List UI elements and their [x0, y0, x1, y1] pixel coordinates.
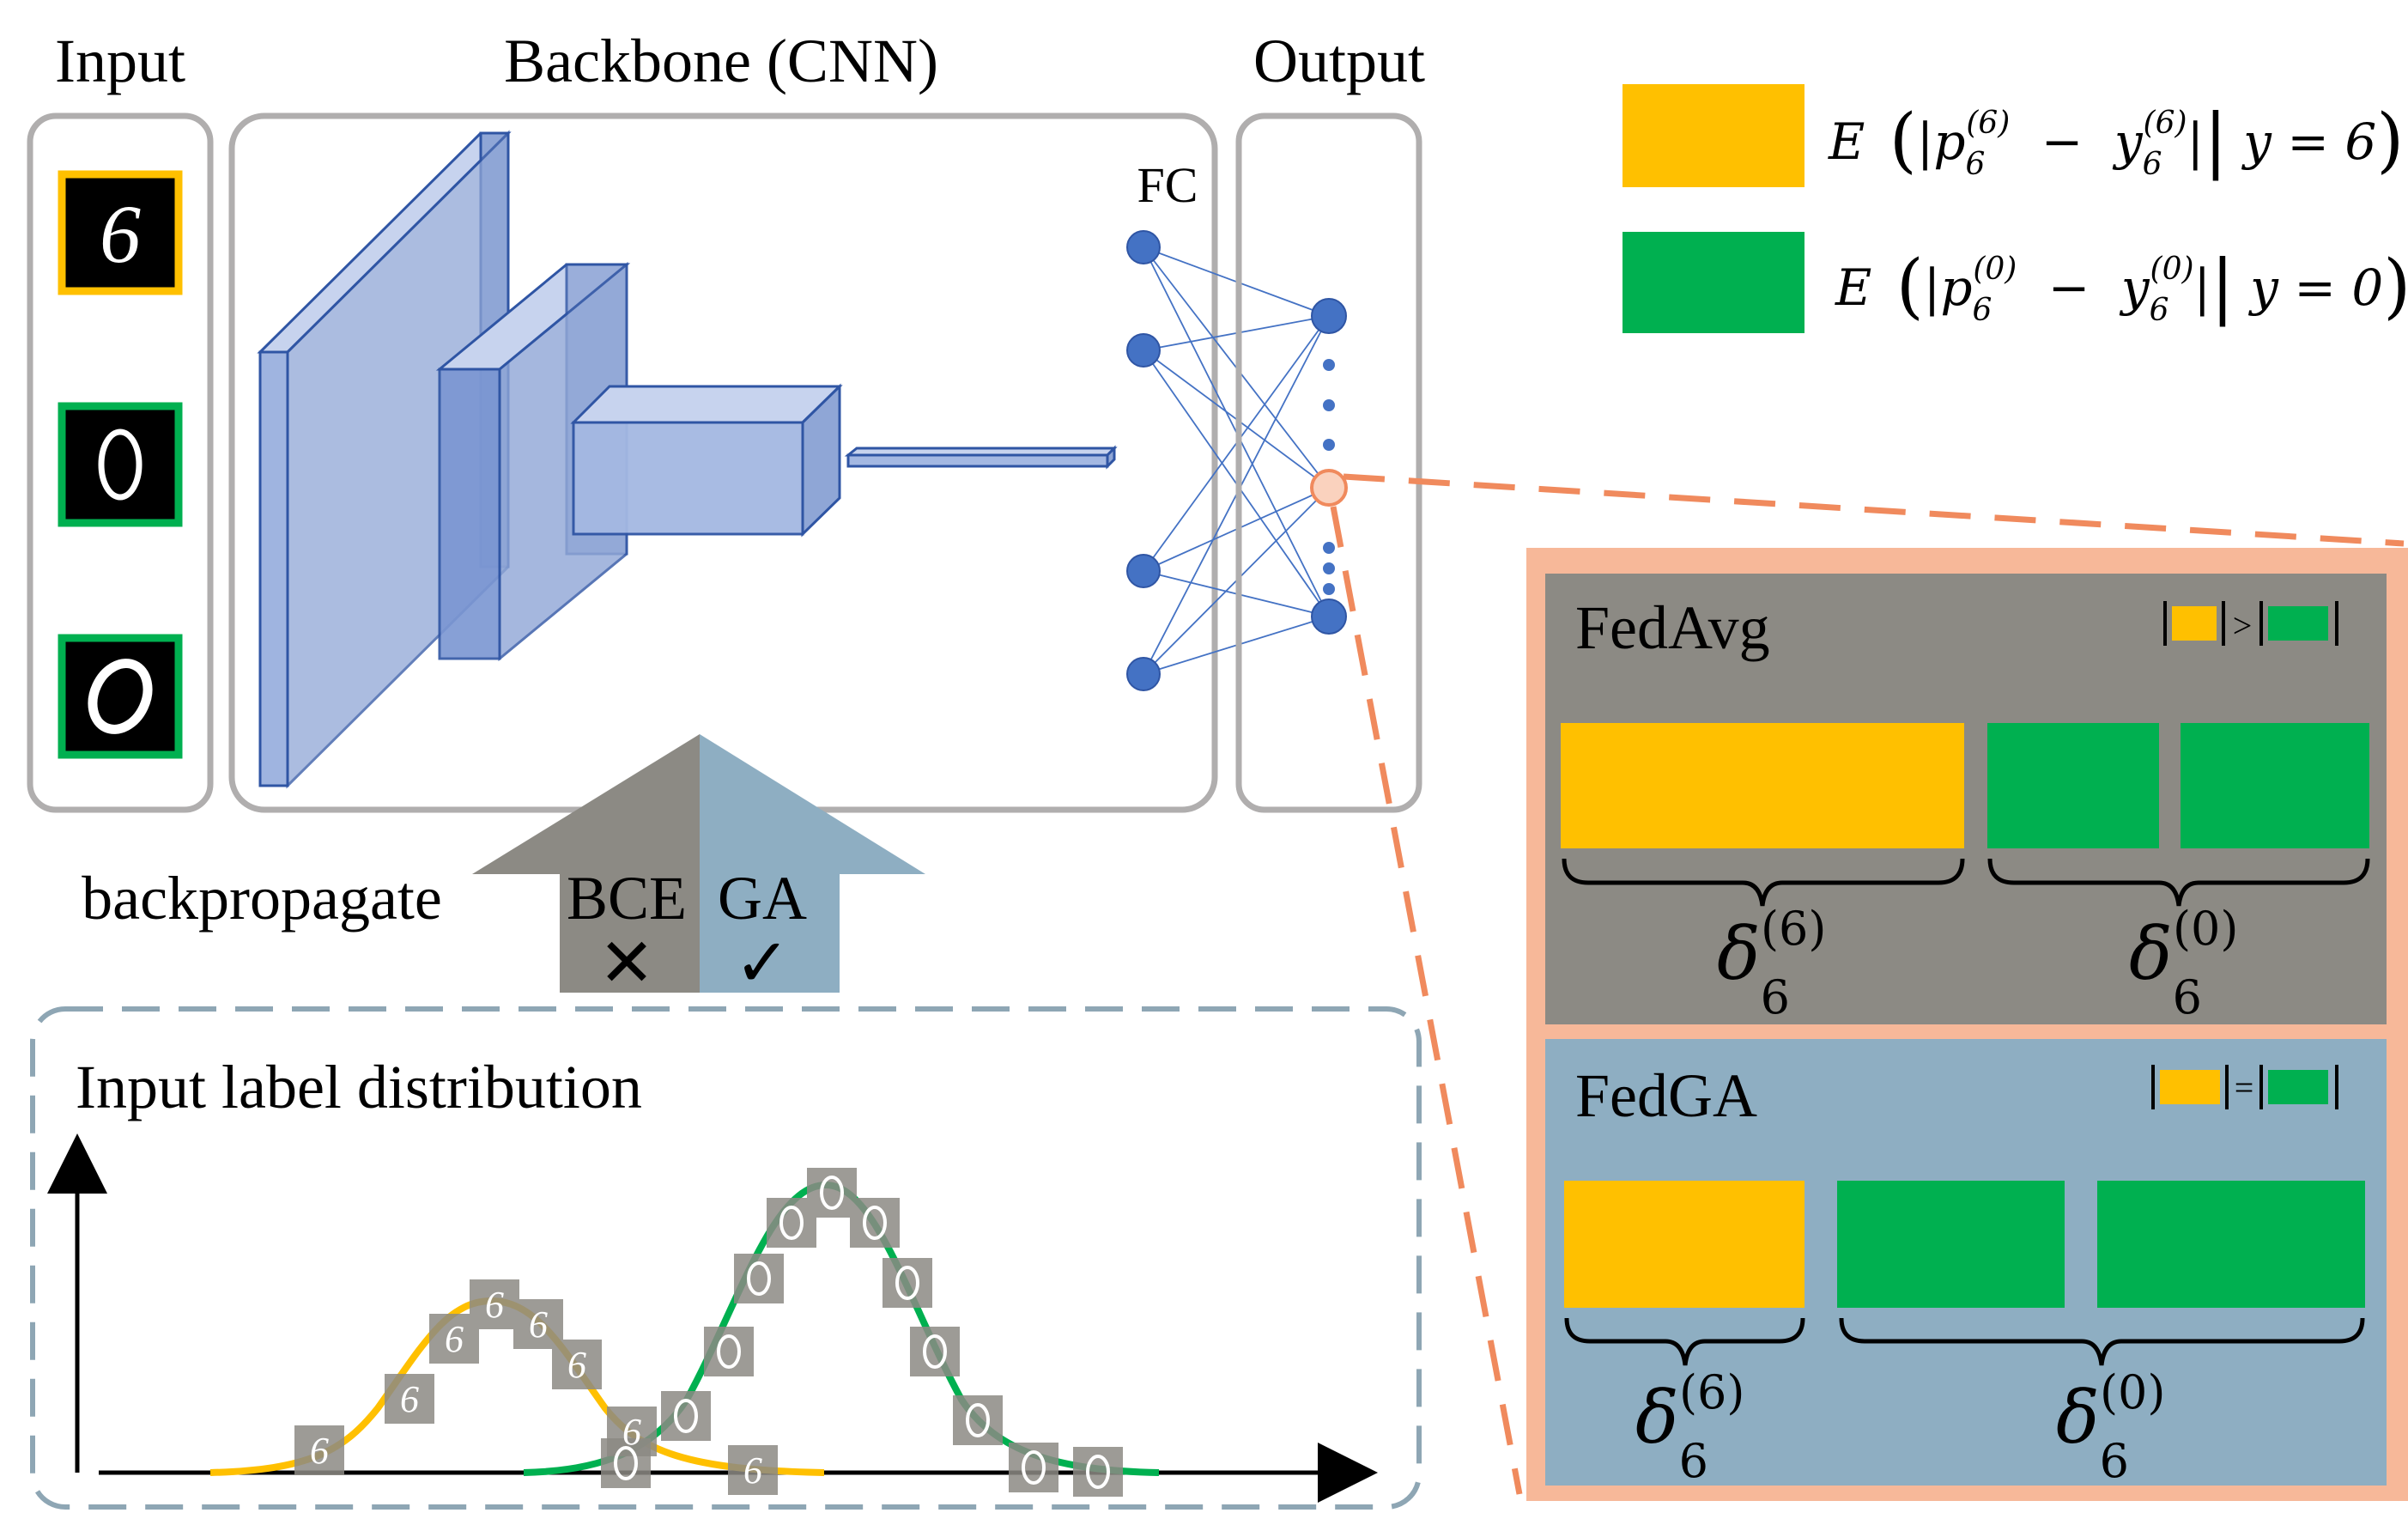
distribution-box	[30, 1006, 1422, 1510]
backpropagate-label: backpropagate	[82, 864, 442, 933]
svg-text:6: 6	[622, 1411, 641, 1453]
six-sample-tiles	[294, 1279, 778, 1495]
input-title: Input	[55, 27, 185, 95]
fedga-green-bar-2	[2097, 1181, 2365, 1308]
fedavg-green-bar-1	[1987, 723, 2159, 848]
fc-label: FC	[1137, 157, 1198, 213]
svg-text:6: 6	[529, 1303, 548, 1346]
fedavg-panel: FedAvg > δ6(6) δ6(0)	[1545, 574, 2387, 1024]
input-digit-zero-2	[58, 634, 183, 759]
legend-green-expression: E (|p6(0) − y6(0)|| y = 0)	[1835, 233, 2408, 328]
highlighted-output-node	[1310, 469, 1348, 507]
svg-text:6: 6	[445, 1318, 464, 1360]
svg-text:6: 6	[567, 1344, 586, 1386]
backprop-arrow: BCE GA ✕ ✓	[472, 734, 925, 1000]
ga-label: GA	[718, 864, 807, 933]
cnn-layer-2	[435, 261, 631, 662]
cnn-layer-3	[570, 383, 843, 538]
legend-green: E (|p6(0) − y6(0)|| y = 0)	[1623, 232, 2408, 333]
fedga-yellow-bar	[1564, 1181, 1804, 1308]
fedavg-green-bar-2	[2181, 723, 2369, 848]
legend-yellow: E (|p6(6) − y6(6)|| y = 6)	[1623, 84, 2404, 187]
cross-icon: ✕	[598, 926, 654, 1000]
fedavg-yellow-bar	[1561, 723, 1964, 848]
fedga-comparison: =	[2151, 1065, 2338, 1109]
svg-text:6: 6	[400, 1378, 419, 1420]
input-digit-six: 6	[58, 170, 183, 295]
zero-sample-tiles	[601, 1168, 1123, 1497]
check-icon: ✓	[734, 926, 790, 1000]
backprop-arrow-body-ga	[700, 874, 840, 993]
fedga-green-bar-1	[1837, 1181, 2065, 1308]
fedavg-delta-right: δ6(0)	[2129, 902, 2238, 1024]
fedga-delta-right: δ6(0)	[2056, 1365, 2165, 1488]
fedavg-brace-right	[1987, 858, 2370, 907]
fedavg-brace-left	[1562, 858, 1965, 907]
zero-sample-glyphs	[614, 1176, 1110, 1489]
output-title: Output	[1253, 27, 1425, 95]
legend-yellow-swatch	[1623, 84, 1804, 187]
fc-input-nodes	[1126, 230, 1161, 691]
bce-label: BCE	[567, 864, 687, 933]
svg-text:6: 6	[743, 1449, 762, 1492]
zoom-lines	[1330, 473, 2405, 1495]
fedavg-title: FedAvg	[1575, 593, 1770, 662]
svg-text:=: =	[2235, 1068, 2254, 1107]
fedga-delta-left: δ6(6)	[1635, 1365, 1744, 1488]
output-box	[1235, 112, 1422, 813]
fedavg-delta-left: δ6(6)	[1717, 902, 1826, 1024]
flatten-layer	[844, 445, 1118, 470]
distribution-title: Input label distribution	[76, 1053, 642, 1121]
fedavg-comparison: >	[2163, 601, 2338, 646]
svg-text:6: 6	[485, 1284, 504, 1326]
svg-text:6: 6	[100, 188, 141, 280]
backbone-title: Backbone (CNN)	[504, 27, 938, 95]
svg-text:>: >	[2233, 606, 2253, 645]
fedga-brace-right	[1839, 1317, 2365, 1366]
six-sample-glyphs: 6 6 6 6 6 6 6 6	[310, 1284, 762, 1492]
input-box	[27, 112, 214, 813]
fedga-title: FedGA	[1575, 1061, 1757, 1130]
fedga-panel: FedGA = δ6(6) δ6(0)	[1545, 1039, 2387, 1488]
backprop-arrow-head-left	[472, 734, 700, 874]
fedga-brace-left	[1564, 1317, 1805, 1366]
backprop-arrow-head-right	[700, 734, 925, 874]
svg-text:6: 6	[310, 1430, 329, 1472]
legend-green-swatch	[1623, 232, 1804, 333]
backprop-arrow-body-bce	[560, 874, 700, 993]
input-digit-zero-1	[58, 402, 183, 527]
legend-yellow-expression: E (|p6(6) − y6(6)|| y = 6)	[1828, 87, 2404, 182]
output-nodes	[1310, 298, 1348, 635]
